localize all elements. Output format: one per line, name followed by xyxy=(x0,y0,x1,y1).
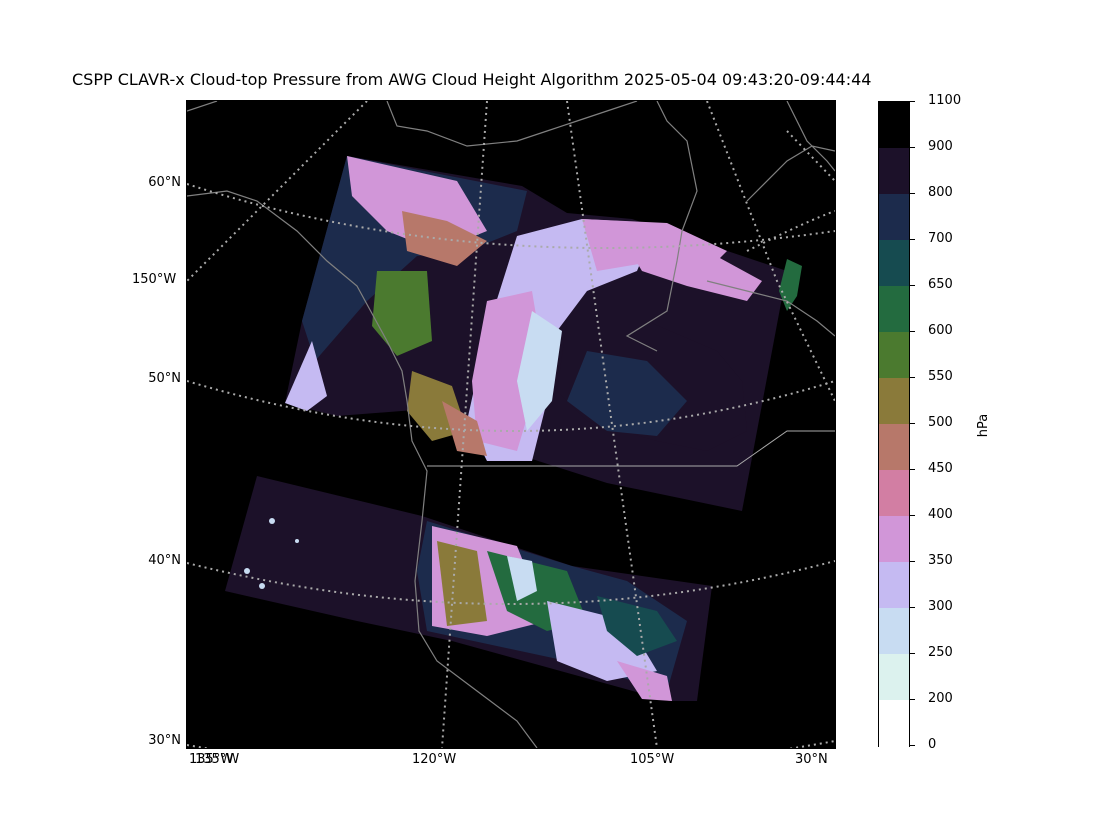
colorbar xyxy=(878,101,910,747)
colorbar-tick-label: 200 xyxy=(928,691,953,706)
colorbar-tick-label: 400 xyxy=(928,507,953,522)
graticule xyxy=(187,101,835,748)
colorbar-tick-label: 650 xyxy=(928,277,953,292)
colorbar-segment xyxy=(879,654,909,701)
colorbar-tick xyxy=(910,699,915,700)
lat-label-50: 50°N xyxy=(148,371,181,386)
colorbar-tick xyxy=(910,653,915,654)
colorbar-segment xyxy=(879,608,909,655)
colorbar-tick-label: 450 xyxy=(928,461,953,476)
map-title: CSPP CLAVR-x Cloud-top Pressure from AWG… xyxy=(72,70,872,89)
colorbar-segment xyxy=(879,102,909,149)
colorbar-tick-label: 0 xyxy=(928,737,937,752)
colorbar-tick xyxy=(910,469,915,470)
colorbar-tick-label: 300 xyxy=(928,599,953,614)
colorbar-tick-label: 350 xyxy=(928,553,953,568)
colorbar-tick-label: 700 xyxy=(928,231,953,246)
southern-swath xyxy=(225,476,712,701)
colorbar-tick xyxy=(910,515,915,516)
colorbar-segment xyxy=(879,148,909,195)
lat-label-30n-bottom: 30°N xyxy=(795,752,828,767)
boundary-line xyxy=(427,430,835,467)
lon-label-105w: 105°W xyxy=(630,752,675,767)
colorbar-segment xyxy=(879,700,909,747)
colorbar-tick xyxy=(910,331,915,332)
lat-label-60: 60°N xyxy=(148,175,181,190)
colorbar-tick-label: 1100 xyxy=(928,93,962,108)
colorbar-tick xyxy=(910,745,915,746)
colorbar-segment xyxy=(879,286,909,333)
lat-label-30: 30°N xyxy=(148,733,181,748)
colorbar-segment xyxy=(879,332,909,379)
colorbar-segment xyxy=(879,516,909,563)
colorbar-tick-label: 250 xyxy=(928,645,953,660)
colorbar-segment xyxy=(879,562,909,609)
lon-label-135w: 135°W xyxy=(189,752,234,767)
colorbar-tick xyxy=(910,239,915,240)
colorbar-tick xyxy=(910,561,915,562)
colorbar-tick xyxy=(910,285,915,286)
colorbar-segment xyxy=(879,194,909,241)
colorbar-tick xyxy=(910,101,915,102)
colorbar-tick-label: 800 xyxy=(928,185,953,200)
northern-swath xyxy=(285,156,802,511)
colorbar-tick xyxy=(910,423,915,424)
colorbar-tick xyxy=(910,607,915,608)
colorbar-tick xyxy=(910,147,915,148)
lat-label-40: 40°N xyxy=(148,553,181,568)
colorbar-segment xyxy=(879,424,909,471)
lon-label-135w-overlap: 135°W xyxy=(195,752,240,767)
lon-label-150w: 150°W xyxy=(132,272,177,287)
colorbar-tick-label: 600 xyxy=(928,323,953,338)
map-panel[interactable] xyxy=(186,100,836,749)
coastlines xyxy=(187,101,835,748)
colorbar-segment xyxy=(879,378,909,425)
colorbar-tick-label: 550 xyxy=(928,369,953,384)
colorbar-tick-label: 900 xyxy=(928,139,953,154)
colorbar-tick xyxy=(910,193,915,194)
colorbar-tick xyxy=(910,377,915,378)
map-canvas xyxy=(187,101,835,748)
colorbar-segment xyxy=(879,240,909,287)
colorbar-tick-label: 500 xyxy=(928,415,953,430)
colorbar-unit-label: hPa xyxy=(976,413,992,438)
colorbar-segment xyxy=(879,470,909,517)
lon-label-120w: 120°W xyxy=(412,752,457,767)
